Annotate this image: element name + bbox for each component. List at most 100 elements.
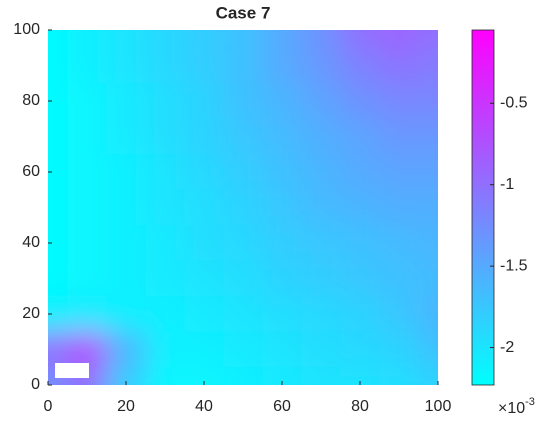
cell xyxy=(379,296,419,332)
cell xyxy=(67,154,107,190)
cell xyxy=(340,30,380,48)
cell xyxy=(262,30,302,48)
cell xyxy=(379,47,419,84)
cell xyxy=(340,331,380,368)
cell xyxy=(262,260,302,297)
cell xyxy=(379,225,419,261)
cell xyxy=(67,83,107,119)
cell xyxy=(301,118,341,155)
cell xyxy=(223,30,263,48)
cell xyxy=(67,47,107,84)
cell xyxy=(301,367,341,385)
cell xyxy=(223,47,263,84)
cell xyxy=(184,189,224,226)
cell xyxy=(145,189,185,226)
cell xyxy=(340,83,380,119)
cell xyxy=(262,47,302,84)
cell xyxy=(340,154,380,190)
cell xyxy=(340,296,380,332)
colorbar-multiplier: ×10-3 xyxy=(498,396,535,417)
cell xyxy=(418,367,438,385)
cell xyxy=(106,30,146,48)
cell xyxy=(184,118,224,155)
cell xyxy=(301,30,341,48)
cell xyxy=(48,83,68,119)
cell xyxy=(145,367,185,385)
cell xyxy=(106,367,146,385)
cell xyxy=(48,189,68,226)
cell xyxy=(67,30,107,48)
cells xyxy=(48,30,438,385)
cell xyxy=(223,331,263,368)
cell xyxy=(145,47,185,84)
cell xyxy=(301,189,341,226)
exponent: -3 xyxy=(525,396,535,408)
chart-title: Case 7 xyxy=(216,3,271,22)
cell xyxy=(301,83,341,119)
cell xyxy=(184,331,224,368)
y-tick-label: 60 xyxy=(22,163,40,180)
cell xyxy=(262,118,302,155)
cell xyxy=(301,260,341,297)
cell xyxy=(48,30,68,48)
cell xyxy=(223,154,263,190)
cell xyxy=(48,154,68,190)
cell xyxy=(106,260,146,297)
x-tick-label: 80 xyxy=(351,398,369,415)
cell xyxy=(223,189,263,226)
cell xyxy=(106,331,146,368)
cell xyxy=(379,260,419,297)
cell xyxy=(340,225,380,261)
cell xyxy=(106,118,146,155)
cell xyxy=(48,296,68,332)
cell xyxy=(184,154,224,190)
cell xyxy=(262,83,302,119)
y-tick-label: 0 xyxy=(31,376,40,393)
cell xyxy=(301,154,341,190)
cell xyxy=(418,154,438,190)
cell xyxy=(145,331,185,368)
cell xyxy=(184,296,224,332)
cell xyxy=(184,225,224,261)
cell xyxy=(301,47,341,84)
x-tick-label: 0 xyxy=(44,398,53,415)
cell xyxy=(418,47,438,84)
colorbar-tick-label: -1 xyxy=(500,176,514,193)
cell xyxy=(106,225,146,261)
cell xyxy=(67,260,107,297)
cell xyxy=(340,47,380,84)
cell xyxy=(48,47,68,84)
cell xyxy=(418,30,438,48)
cell xyxy=(106,154,146,190)
cell xyxy=(262,225,302,261)
y-tick-label: 20 xyxy=(22,305,40,322)
cell xyxy=(340,118,380,155)
cell xyxy=(379,118,419,155)
y-tick-label: 100 xyxy=(13,21,40,38)
field xyxy=(48,30,438,385)
cell xyxy=(48,118,68,155)
hole xyxy=(55,363,89,378)
cell xyxy=(340,367,380,385)
cell xyxy=(379,154,419,190)
x-tick-label: 20 xyxy=(117,398,135,415)
cell xyxy=(106,83,146,119)
cell xyxy=(379,189,419,226)
cell xyxy=(145,260,185,297)
cell xyxy=(379,331,419,368)
cell xyxy=(48,260,68,297)
cell xyxy=(48,331,68,368)
cell xyxy=(418,260,438,297)
colorbar-tick-label: -2 xyxy=(500,339,514,356)
cell xyxy=(418,83,438,119)
cell xyxy=(418,118,438,155)
cell xyxy=(379,83,419,119)
cell xyxy=(184,47,224,84)
cell xyxy=(48,225,68,261)
cell xyxy=(106,189,146,226)
cell xyxy=(418,225,438,261)
colorbar xyxy=(471,29,495,386)
cell xyxy=(262,154,302,190)
cell xyxy=(67,331,107,368)
